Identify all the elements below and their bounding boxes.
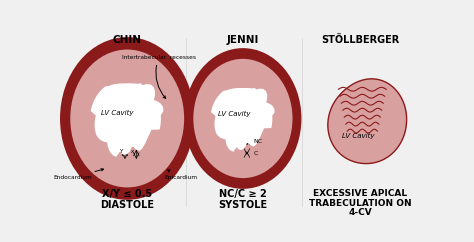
Text: LV Cavity: LV Cavity	[218, 111, 250, 117]
Text: X/Y ≤ 0.5: X/Y ≤ 0.5	[102, 189, 152, 199]
Polygon shape	[212, 89, 274, 151]
Polygon shape	[91, 84, 163, 156]
Text: C: C	[254, 151, 258, 156]
Text: LV Cavity: LV Cavity	[342, 133, 375, 139]
Text: CHIN: CHIN	[113, 35, 142, 45]
Ellipse shape	[70, 50, 184, 188]
Text: TRABECULATION ON: TRABECULATION ON	[309, 199, 412, 208]
Text: DIASTOLE: DIASTOLE	[100, 200, 154, 210]
Text: JENNI: JENNI	[227, 35, 259, 45]
Text: Endocardium: Endocardium	[54, 169, 103, 180]
Text: LV Cavity: LV Cavity	[100, 110, 133, 116]
Text: SYSTOLE: SYSTOLE	[219, 200, 267, 210]
Ellipse shape	[60, 37, 194, 200]
Text: Intertrabecular  recesses: Intertrabecular recesses	[121, 55, 196, 98]
Text: NC: NC	[254, 139, 263, 144]
Text: STÖLLBERGER: STÖLLBERGER	[321, 35, 400, 45]
Polygon shape	[328, 79, 407, 164]
Ellipse shape	[184, 48, 301, 189]
Ellipse shape	[193, 59, 292, 178]
Text: 4-CV: 4-CV	[348, 208, 373, 217]
Text: EXCESSIVE APICAL: EXCESSIVE APICAL	[313, 189, 408, 198]
Text: Epicardium: Epicardium	[165, 170, 198, 180]
Text: Y: Y	[119, 149, 122, 154]
Text: NC/C ≥ 2: NC/C ≥ 2	[219, 189, 267, 199]
Text: x: x	[131, 149, 135, 154]
